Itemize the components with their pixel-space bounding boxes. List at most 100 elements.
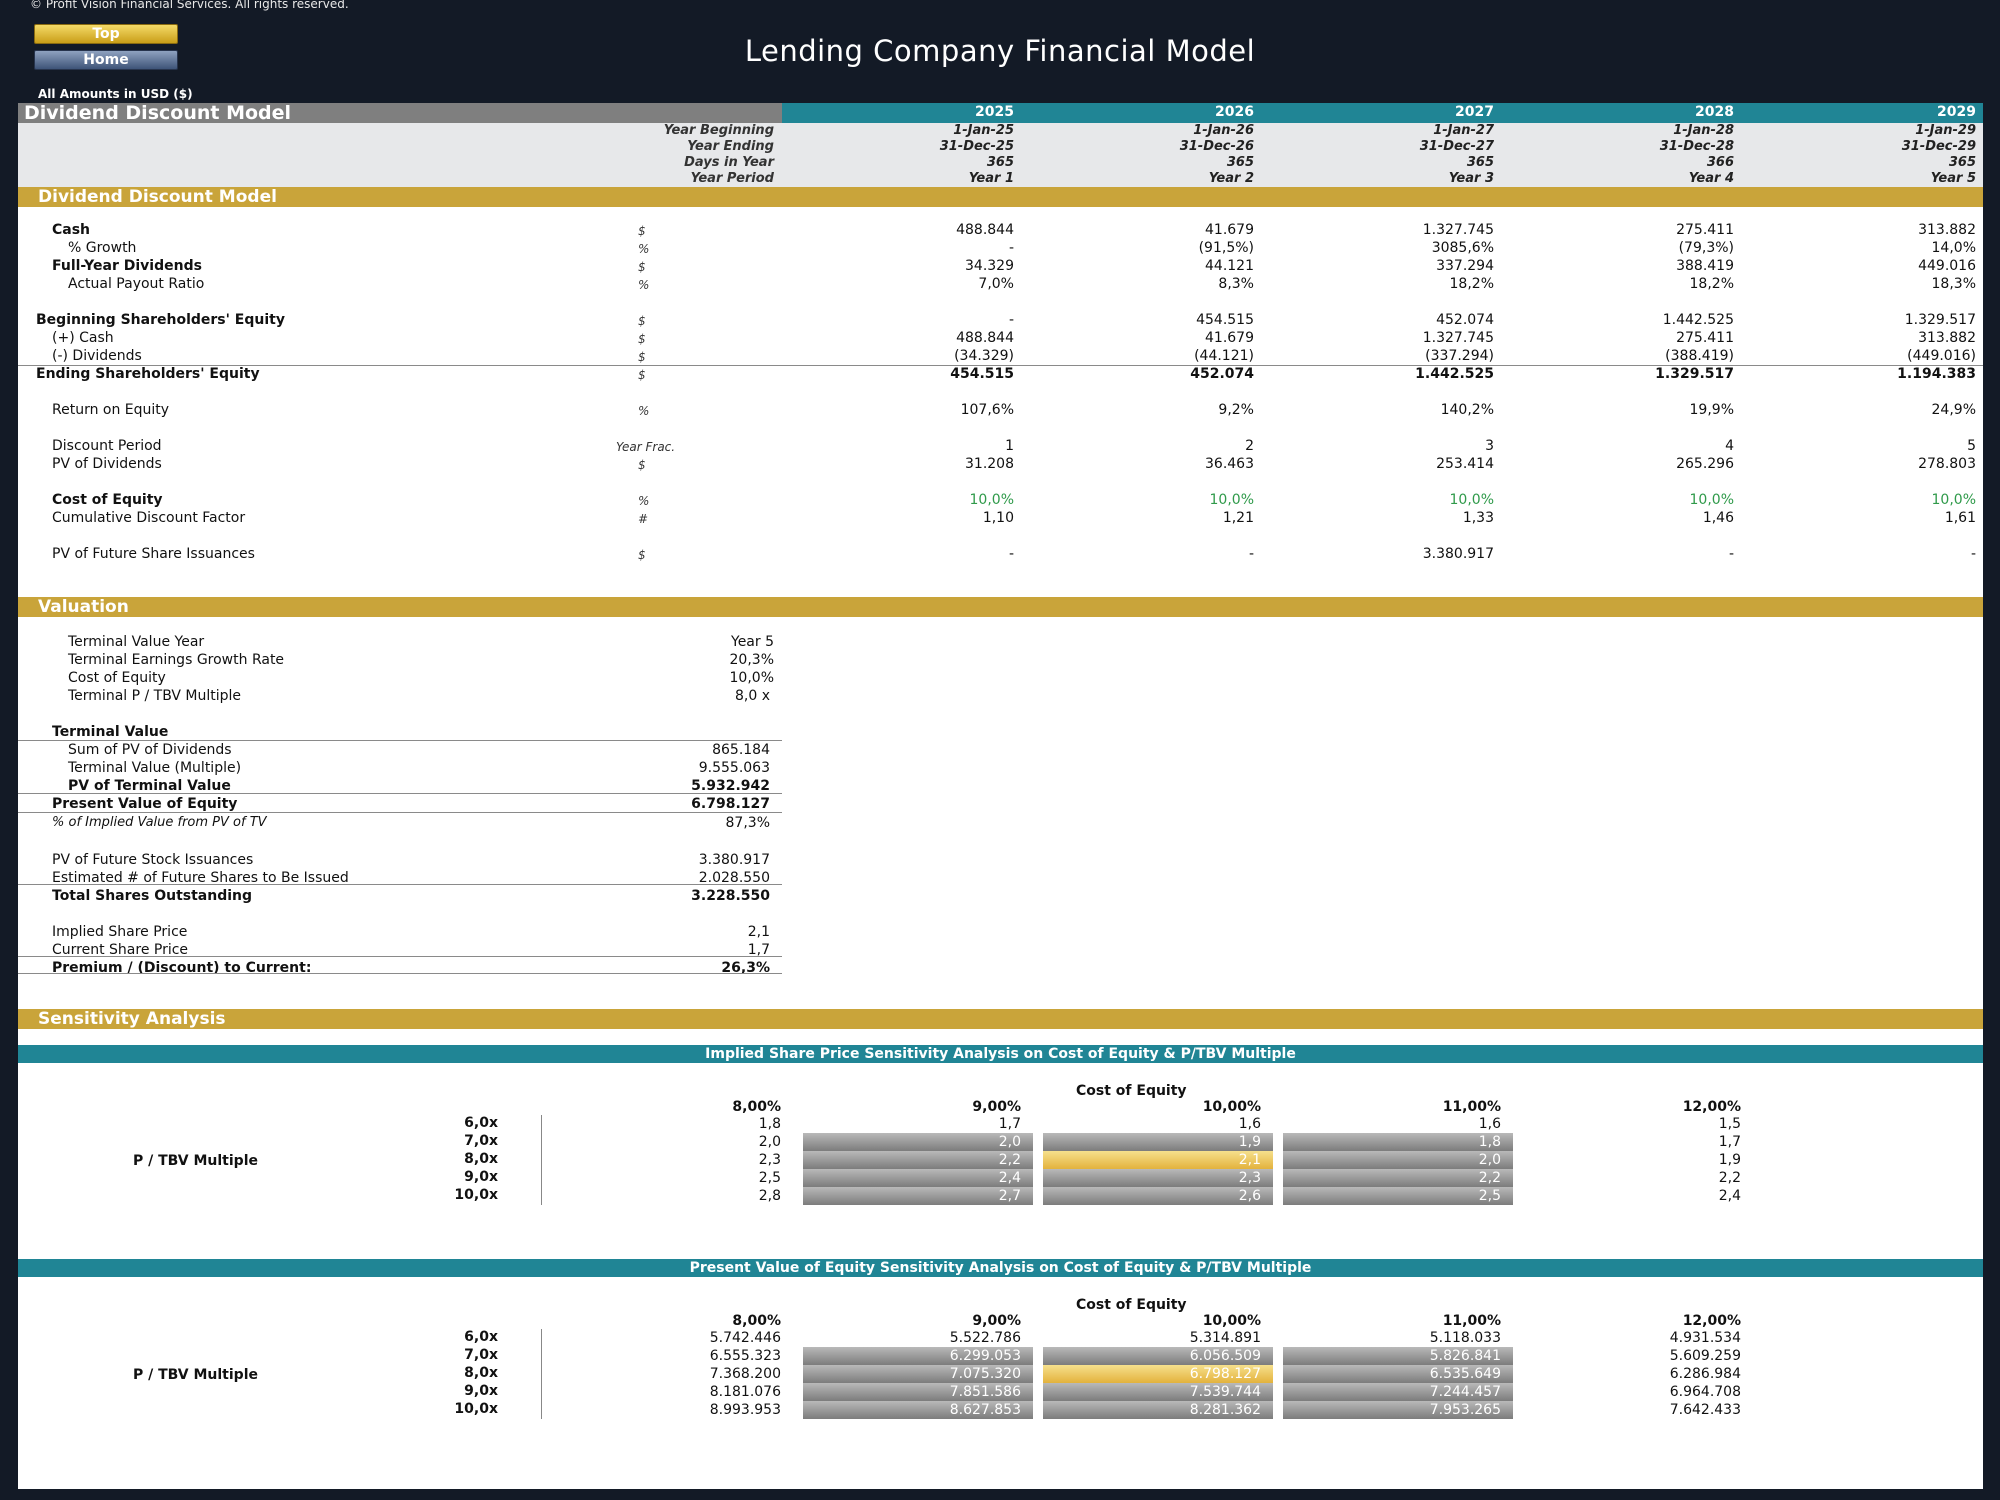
info-value: 365	[986, 155, 1014, 170]
sensitivity-cell: 1,8	[1283, 1133, 1513, 1151]
ddm-cell: 313.882	[1918, 222, 1976, 238]
sensitivity-cell: 2,5	[758, 1170, 781, 1186]
sensitivity-cell: 1,7	[998, 1116, 1021, 1132]
sensitivity-cell: 8.281.362	[1043, 1401, 1273, 1419]
ddm-row-label: Actual Payout Ratio	[68, 276, 205, 292]
ddm-row-label: Discount Period	[52, 438, 162, 454]
cost-of-equity-col: 10,00%	[1202, 1099, 1261, 1115]
ddm-cell: 275.411	[1676, 222, 1734, 238]
year-header-2025: 2025	[975, 104, 1014, 120]
valuation-label: Terminal Value Year	[68, 634, 205, 650]
info-value: 366	[1706, 155, 1734, 170]
ptbv-multiple: 6,0x	[464, 1329, 498, 1345]
ddm-row-unit: %	[638, 278, 650, 292]
info-value: 31-Dec-28	[1659, 139, 1734, 154]
ddm-cell: 18,2%	[1449, 276, 1494, 292]
sensitivity-cell: 2,6	[1043, 1187, 1273, 1205]
ddm-row-label: Cost of Equity	[52, 492, 163, 508]
ddm-header-title: Dividend Discount Model	[24, 102, 292, 124]
valuation-label: Cost of Equity	[68, 670, 166, 686]
sensitivity-cell: 2,2	[1283, 1169, 1513, 1187]
ddm-section-title: Dividend Discount Model	[38, 187, 277, 207]
sensitivity-cell: 2,3	[758, 1152, 781, 1168]
info-label: Days in Year	[684, 155, 774, 170]
top-button[interactable]: Top	[34, 24, 178, 44]
sensitivity-cell: 2,7	[803, 1187, 1033, 1205]
sensitivity-table-title: Implied Share Price Sensitivity Analysis…	[18, 1045, 1983, 1063]
ddm-row-unit: $	[638, 350, 646, 364]
valuation-value: 20,3%	[729, 652, 774, 668]
valuation-value: 26,3%	[721, 960, 770, 976]
ddm-cell: 10,0%	[1209, 492, 1254, 508]
ddm-cell: 388.419	[1676, 258, 1734, 274]
ddm-cell: (449.016)	[1907, 348, 1976, 364]
info-value: 365	[1948, 155, 1976, 170]
valuation-label: Terminal Earnings Growth Rate	[68, 652, 285, 668]
ddm-cell: (44.121)	[1194, 348, 1254, 364]
ddm-cell: 1.194.383	[1897, 366, 1976, 382]
ddm-cell: 107,6%	[960, 402, 1014, 418]
cost-of-equity-col: 12,00%	[1682, 1099, 1741, 1115]
ddm-cell: 41.679	[1205, 330, 1254, 346]
sensitivity-cell: 2,8	[758, 1188, 781, 1204]
valuation-value: 8,0 x	[735, 688, 770, 704]
valuation-value: 9.555.063	[698, 760, 770, 776]
sensitivity-cell: 7.244.457	[1283, 1383, 1513, 1401]
sensitivity-cell: 7.953.265	[1283, 1401, 1513, 1419]
ddm-cell: (388.419)	[1665, 348, 1734, 364]
sensitivity-cell: 1,7	[1718, 1134, 1741, 1150]
ddm-cell: 36.463	[1205, 456, 1254, 472]
table-divider	[541, 1115, 542, 1205]
ddm-cell: (79,3%)	[1678, 240, 1734, 256]
ddm-cell: 488.844	[956, 222, 1014, 238]
sensitivity-cell: 5.118.033	[1429, 1330, 1501, 1346]
ddm-row-unit: $	[638, 458, 646, 472]
valuation-rule	[18, 884, 782, 885]
sensitivity-table-title: Present Value of Equity Sensitivity Anal…	[18, 1259, 1983, 1277]
ddm-row-unit: Year Frac.	[616, 440, 676, 454]
ddm-cell: 1.442.525	[1415, 366, 1494, 382]
info-value: 31-Dec-25	[939, 139, 1014, 154]
valuation-rule	[18, 956, 782, 957]
ddm-row-label: Beginning Shareholders' Equity	[36, 312, 285, 328]
sensitivity-cell: 6.299.053	[803, 1347, 1033, 1365]
ddm-cell: 454.515	[1196, 312, 1254, 328]
ddm-cell: 18,3%	[1931, 276, 1976, 292]
sensitivity-cell: 6.964.708	[1669, 1384, 1741, 1400]
ddm-cell: 1,10	[982, 510, 1014, 526]
sensitivity-cell: 2,1	[1043, 1151, 1273, 1169]
ddm-cell: 19,9%	[1689, 402, 1734, 418]
ddm-cell: -	[1248, 546, 1254, 562]
ddm-cell: 1.329.517	[1655, 366, 1734, 382]
sensitivity-cell: 1,6	[1238, 1116, 1261, 1132]
sensitivity-cell: 5.742.446	[709, 1330, 781, 1346]
ddm-cell: (34.329)	[954, 348, 1014, 364]
ddm-row-unit: %	[638, 494, 650, 508]
sensitivity-cell: 7.075.320	[803, 1365, 1033, 1383]
ddm-row-label: Full-Year Dividends	[52, 258, 202, 274]
cost-of-equity-heading: Cost of Equity	[1076, 1083, 1187, 1099]
valuation-value: 87,3%	[725, 815, 770, 831]
sensitivity-cell: 8.993.953	[709, 1402, 781, 1418]
sensitivity-cell: 2,2	[1718, 1170, 1741, 1186]
year-header-2027: 2027	[1455, 104, 1494, 120]
ddm-cell: -	[1008, 240, 1014, 256]
cost-of-equity-col: 9,00%	[972, 1099, 1021, 1115]
valuation-label: Sum of PV of Dividends	[68, 742, 232, 758]
sensitivity-cell: 5.314.891	[1189, 1330, 1261, 1346]
ddm-cell: 1.327.745	[1422, 330, 1494, 346]
ddm-cell: 452.074	[1436, 312, 1494, 328]
valuation-section-band	[18, 597, 1983, 617]
ddm-cell: 4	[1725, 438, 1734, 454]
info-value: 1-Jan-29	[1915, 123, 1976, 138]
home-button[interactable]: Home	[34, 50, 178, 70]
info-value: Year 3	[1448, 171, 1494, 186]
ddm-row-label: % Growth	[68, 240, 137, 256]
ddm-row-label: Ending Shareholders' Equity	[36, 366, 260, 382]
spreadsheet: Dividend Discount Model 2025 2026 2027 2028…	[18, 103, 1983, 1489]
info-value: 1-Jan-25	[953, 123, 1014, 138]
info-value: 1-Jan-27	[1433, 123, 1494, 138]
info-value: 31-Dec-29	[1901, 139, 1976, 154]
ddm-cell: 18,2%	[1689, 276, 1734, 292]
ddm-row-unit: $	[638, 314, 646, 328]
